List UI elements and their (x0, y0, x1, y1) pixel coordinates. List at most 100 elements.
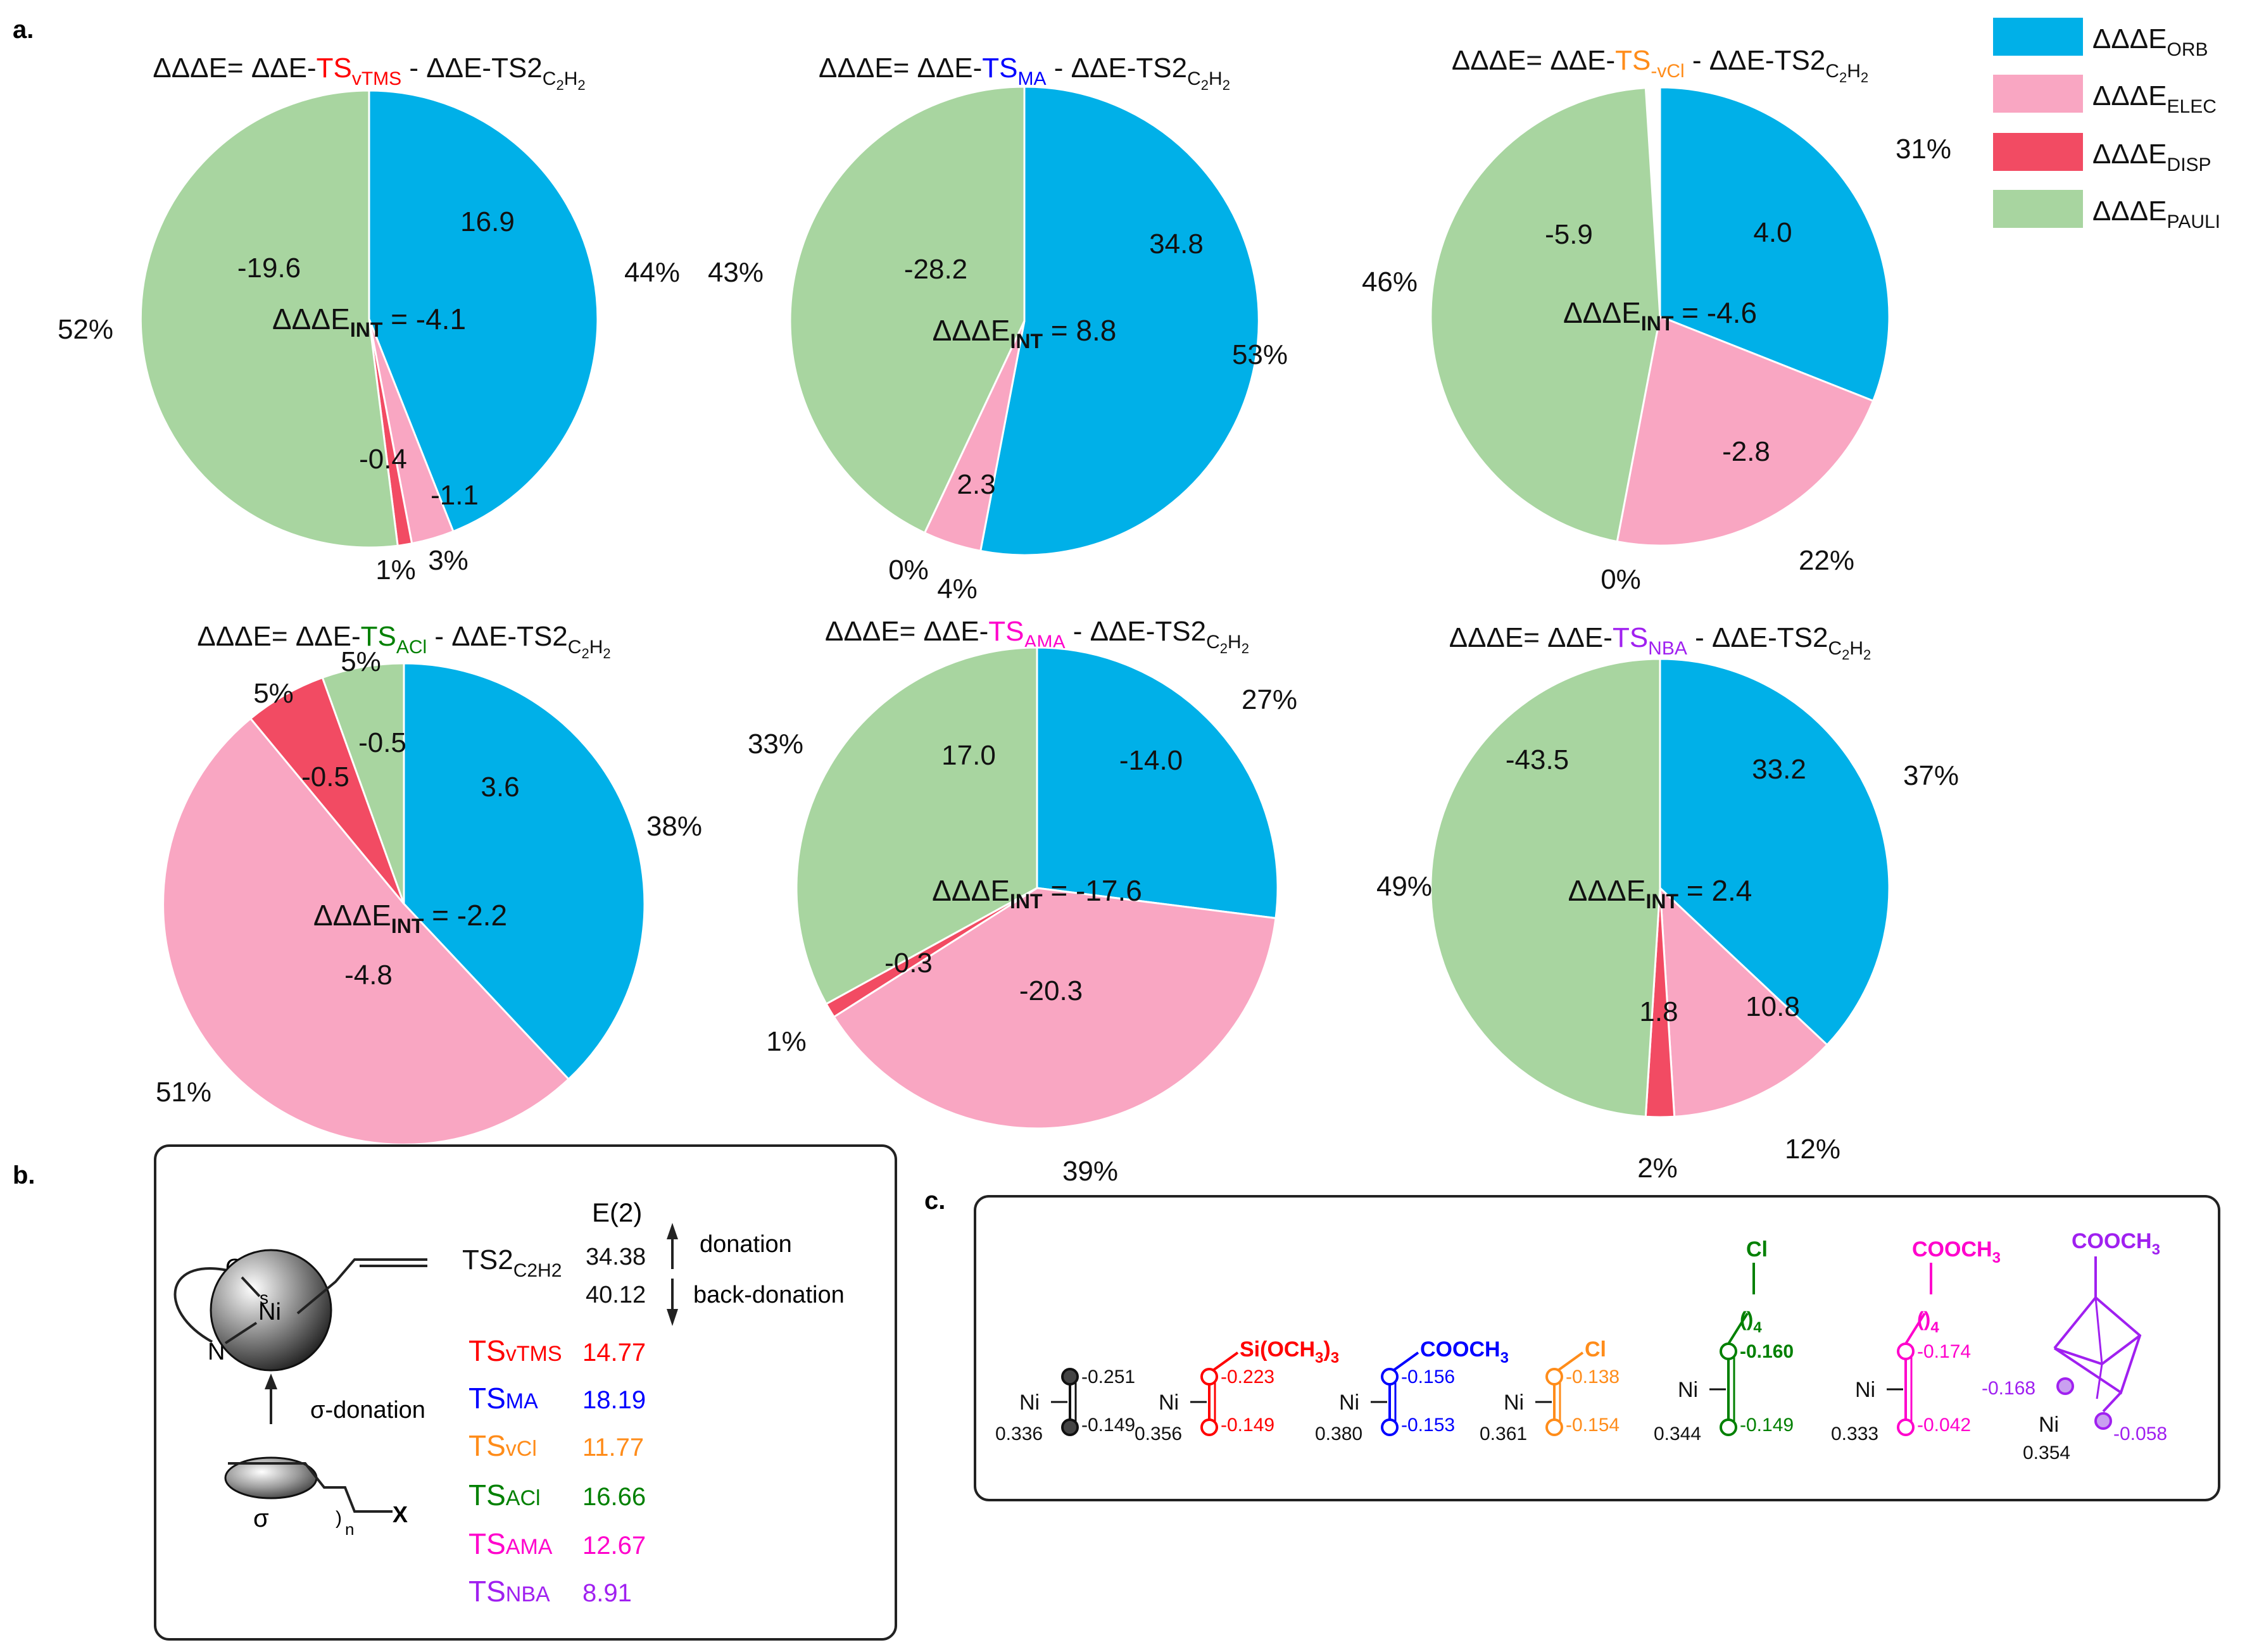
e2-row-vtms-label: TSvTMS (469, 1334, 562, 1367)
ref-donation-value: 34.38 (586, 1244, 646, 1270)
chain-label: ()4 (1740, 1308, 1762, 1336)
panel-c-frame (974, 1195, 2220, 1501)
pie-3-value-elec: -2.8 (1722, 436, 1770, 467)
e2-row-nba-value: 8.91 (582, 1579, 632, 1607)
pie-3-percent-orb: 31% (1896, 134, 1951, 165)
carbon-atom-2 (1200, 1418, 1218, 1436)
substituent-label: Si(OCH3)3 (1240, 1337, 1339, 1367)
alkene-chain (228, 1462, 393, 1513)
pie-4-value-orb: 3.6 (481, 772, 519, 803)
pie-4-percent-orb: 38% (646, 811, 702, 842)
back-donation-label: back-donation (693, 1282, 845, 1308)
legend-swatch-disp (1993, 133, 2083, 171)
pie-3-slice-pauli (1430, 87, 1661, 543)
pie-2-value-orb: 34.8 (1149, 228, 1204, 260)
bridge-bond-2 (2094, 1297, 2103, 1399)
carbon-atom-2 (1897, 1418, 1915, 1436)
pie-4-percent-pauli: 5% (341, 646, 381, 677)
pie-2-percent-elec: 4% (937, 573, 978, 604)
pie-4-int-label: ΔΔΔEINT = -2.2 (313, 899, 507, 937)
carbon-atom-1 (2056, 1377, 2074, 1395)
pie-chart-6: ΔΔΔE= ΔΔE-TSNBA - ΔΔE-TS2C2H2 33.2 10.8 1.8… (1376, 622, 1959, 1184)
pie-5-slice-orb (1036, 646, 1279, 920)
pie-1-percent-elec: 3% (428, 545, 469, 576)
substituent-bond (1557, 1351, 1584, 1372)
pie-5-int-label: ΔΔΔEINT = -17.6 (932, 874, 1142, 913)
pie-3-slice-elec (1616, 315, 1875, 547)
c1-charge: -0.168 (1982, 1378, 2035, 1399)
pie-chart-5: ΔΔΔE= ΔΔE-TSAMA - ΔΔE-TS2C2H2-14.0-20.3-… (748, 616, 1297, 1187)
c2-charge: -0.042 (1917, 1415, 1971, 1436)
pie-1-int-label: ΔΔΔEINT = -4.1 (272, 303, 466, 341)
pie-6-value-pauli: -43.5 (1506, 744, 1569, 775)
pie-6-percent-orb: 37% (1903, 760, 1959, 791)
pie-5-percent-orb: 27% (1242, 684, 1297, 715)
e2-row-acl-value: 16.66 (582, 1483, 646, 1511)
pie-5-value-elec: -20.3 (1019, 975, 1083, 1006)
pie-3-int-label: ΔΔΔEINT = -4.6 (1563, 296, 1757, 335)
e2-row-vtms-value: 14.77 (582, 1339, 646, 1367)
carbon-atom-2 (1381, 1418, 1399, 1436)
pie-5-value-disp: -0.3 (884, 948, 933, 979)
ni-label: Ni (2039, 1413, 2059, 1437)
pie-1-percent-disp: 1% (375, 554, 416, 585)
substituent-bond (1212, 1351, 1239, 1372)
pie-4-value-pauli: -0.5 (358, 727, 406, 758)
substituent-bond (1392, 1351, 1419, 1372)
pie-4-percent-elec: 51% (156, 1077, 211, 1108)
ni-charge: 0.380 (1315, 1424, 1362, 1444)
carbon-atom-1 (1897, 1342, 1915, 1360)
ligand-backbone (173, 1267, 236, 1343)
e2-row-vcl-label: TSvCl (469, 1429, 537, 1462)
c2-charge: -0.149 (1081, 1415, 1135, 1436)
pie-1-value-pauli: -19.6 (237, 253, 301, 284)
panel-a: a. ΔΔΔEORB ΔΔΔEELEC ΔΔΔEDISP ΔΔΔEPAULI ΔΔΔE… (13, 16, 2220, 1187)
pie-6-slice-orb (1659, 658, 1890, 1046)
pie-1-percent-pauli: 52% (58, 314, 113, 345)
pie-title-2: ΔΔΔE= ΔΔE-TSMA - ΔΔE-TS2C2H2 (819, 53, 1230, 93)
ref-back-donation-value: 40.12 (586, 1282, 646, 1308)
charge-structure-2: Ni 0.356 -0.223 -0.149 Si(OCH3)3 (1135, 1337, 1339, 1444)
ni-label: Ni (1339, 1391, 1359, 1415)
carbon-atom-2 (1720, 1418, 1737, 1436)
chain-bond (1727, 1312, 1749, 1345)
donation-arrow-head (667, 1223, 678, 1239)
substituent-label: COOCH3 (1912, 1237, 2001, 1267)
c1-charge: -0.156 (1401, 1367, 1455, 1387)
pie-6-percent-disp: 2% (1637, 1153, 1678, 1184)
legend-label-pauli: ΔΔΔEPAULI (2092, 196, 2220, 232)
pie-4-slice-elec (162, 717, 570, 1146)
sigma-label: σ (253, 1505, 269, 1532)
e2-row-nba-label: TSNBA (469, 1575, 550, 1608)
ni-charge: 0.344 (1654, 1424, 1701, 1444)
vinyl-group (296, 1258, 427, 1315)
substituent-label: Cl (1746, 1237, 1768, 1261)
legend-swatch-elec (1993, 75, 2083, 113)
carbon-atom-1 (1200, 1368, 1218, 1386)
pie-title-6: ΔΔΔE= ΔΔE-TSNBA - ΔΔE-TS2C2H2 (1449, 622, 1871, 663)
charge-structures: Ni 0.336 -0.251 -0.149 Ni 0.356 -0.223 -0.149 Si… (995, 1229, 2167, 1463)
ni-n-bond (224, 1322, 258, 1344)
pie-5-value-pauli: 17.0 (941, 740, 996, 771)
charge-structure-7: Ni 0.354 -0.168 -0.058 COOCH3 (1982, 1229, 2167, 1463)
carbon-atom-1 (1381, 1368, 1399, 1386)
pie-5-slice-elec (833, 887, 1277, 1130)
ni-charge: 0.336 (995, 1424, 1043, 1444)
e2-row-acl-label: TSACl (469, 1479, 541, 1511)
chain-n-sub: n (345, 1520, 354, 1539)
charge-structure-5: Ni 0.344 -0.160 -0.149 ()4 Cl (1654, 1237, 1794, 1444)
legend-label-elec: ΔΔΔEELEC (2092, 80, 2217, 117)
c2-charge: -0.149 (1221, 1415, 1274, 1436)
carbon-atom-2 (1061, 1418, 1079, 1436)
pie-4-slice-pauli (321, 662, 405, 904)
c1-charge: -0.138 (1566, 1367, 1620, 1387)
pie-title-1: ΔΔΔE= ΔΔE-TSvTMS - ΔΔE-TS2C2H2 (153, 53, 585, 93)
legend-swatch-pauli (1993, 190, 2083, 228)
pie-2-percent-orb: 53% (1232, 339, 1288, 370)
cc-bond (2102, 1391, 2122, 1413)
pie-4-slice-orb (403, 662, 646, 1081)
c2-charge: -0.149 (1740, 1415, 1794, 1436)
carbon-atom-2 (1545, 1418, 1563, 1436)
pie-6-slice-pauli (1430, 658, 1661, 1118)
